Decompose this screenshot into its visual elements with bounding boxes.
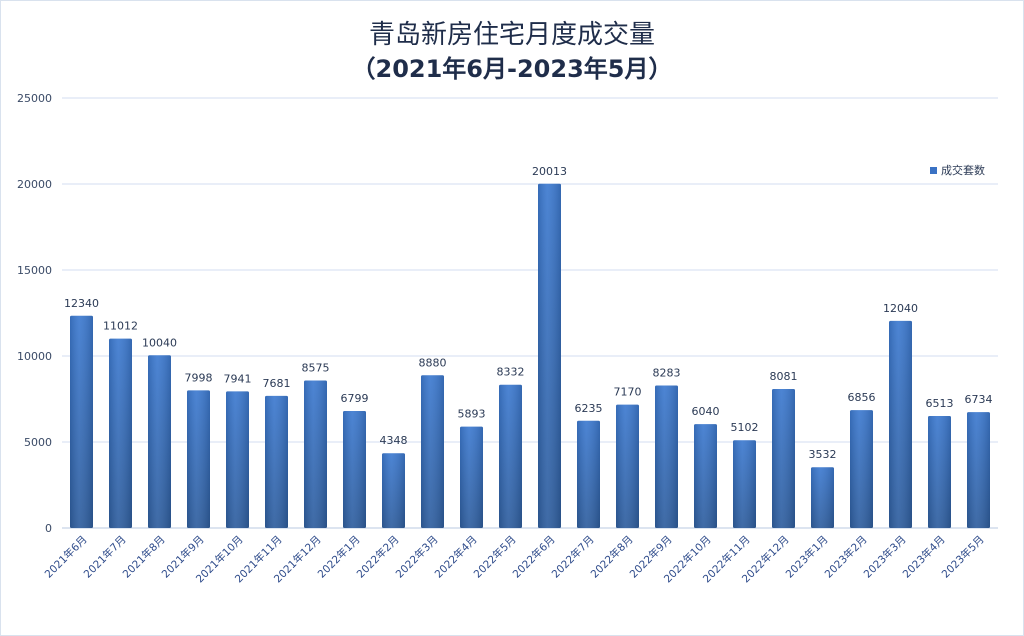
bar-shade — [343, 411, 366, 528]
bar-shade — [421, 375, 444, 528]
bar-shade — [538, 183, 561, 528]
bar-shade — [499, 384, 522, 528]
data-label: 10040 — [142, 336, 177, 349]
data-label: 6856 — [848, 391, 876, 404]
legend: 成交套数 — [930, 162, 985, 178]
data-label: 5893 — [458, 408, 486, 421]
legend-label: 成交套数 — [941, 164, 985, 177]
title-text: 青岛新房住宅月度成交量 — [368, 20, 655, 50]
data-label: 7170 — [614, 386, 642, 399]
data-label: 5102 — [731, 421, 759, 434]
data-label: 8880 — [419, 356, 447, 369]
bar-shade — [226, 391, 249, 528]
chart-title: 青岛新房住宅月度成交量 （2021年6月-2023年5月） — [0, 18, 1024, 86]
data-label: 12040 — [883, 302, 918, 315]
data-label: 6799 — [341, 392, 369, 405]
x-tick-label: 2023年5月 — [939, 533, 987, 581]
bar-shade — [889, 320, 912, 528]
data-label: 8081 — [770, 370, 798, 383]
data-label: 8575 — [302, 362, 330, 375]
data-label: 6734 — [965, 393, 993, 406]
bar-shade — [616, 404, 639, 528]
y-tick-label: 25000 — [17, 92, 52, 105]
bar-shade — [694, 424, 717, 528]
y-tick-label: 20000 — [17, 178, 52, 191]
bar-shade — [265, 395, 288, 528]
y-tick-label: 10000 — [17, 350, 52, 363]
data-label: 7998 — [185, 371, 213, 384]
y-tick-label: 0 — [45, 522, 52, 535]
data-label: 6040 — [692, 405, 720, 418]
data-label: 12340 — [64, 297, 99, 310]
data-label: 8283 — [653, 367, 681, 380]
data-label: 6235 — [575, 402, 603, 415]
bar-shade — [304, 380, 327, 528]
bar-shade — [577, 420, 600, 528]
data-label: 20013 — [532, 165, 567, 178]
y-tick-label: 5000 — [24, 436, 52, 449]
bar-shade — [811, 467, 834, 528]
bar-shade — [967, 412, 990, 528]
data-label: 7941 — [224, 372, 252, 385]
data-label: 7681 — [263, 377, 291, 390]
bar-shade — [382, 453, 405, 528]
bar-shade — [928, 415, 951, 528]
data-label: 6513 — [926, 397, 954, 410]
bar-shade — [187, 390, 210, 528]
bar-shade — [70, 315, 93, 528]
legend-swatch — [930, 166, 937, 174]
bar-shade — [109, 338, 132, 528]
bar-shade — [148, 355, 171, 528]
bar-shade — [850, 410, 873, 528]
bar-shade — [733, 440, 756, 528]
data-label: 11012 — [103, 320, 138, 333]
data-label: 4348 — [380, 434, 408, 447]
bar-shade — [655, 385, 678, 528]
bar-shade — [772, 389, 795, 528]
data-label: 3532 — [809, 448, 837, 461]
y-tick-label: 15000 — [17, 264, 52, 277]
bar-shade — [460, 426, 483, 528]
data-label: 8332 — [497, 366, 525, 379]
subtitle-text: （2021年6月-2023年5月） — [351, 55, 673, 83]
